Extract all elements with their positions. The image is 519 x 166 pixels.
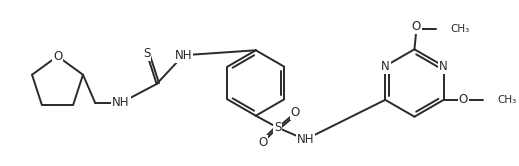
Text: NH: NH bbox=[112, 96, 130, 109]
Text: N: N bbox=[381, 60, 390, 73]
Text: O: O bbox=[291, 106, 300, 119]
Text: O: O bbox=[459, 93, 468, 106]
Text: NH: NH bbox=[297, 133, 314, 146]
Text: NH: NH bbox=[175, 49, 192, 62]
Text: CH₃: CH₃ bbox=[497, 95, 516, 105]
Text: O: O bbox=[53, 50, 62, 63]
Text: S: S bbox=[143, 47, 151, 60]
Text: N: N bbox=[439, 60, 448, 73]
Text: CH₃: CH₃ bbox=[450, 24, 469, 35]
Text: O: O bbox=[412, 20, 421, 33]
Text: O: O bbox=[258, 136, 267, 149]
Text: S: S bbox=[274, 121, 281, 134]
